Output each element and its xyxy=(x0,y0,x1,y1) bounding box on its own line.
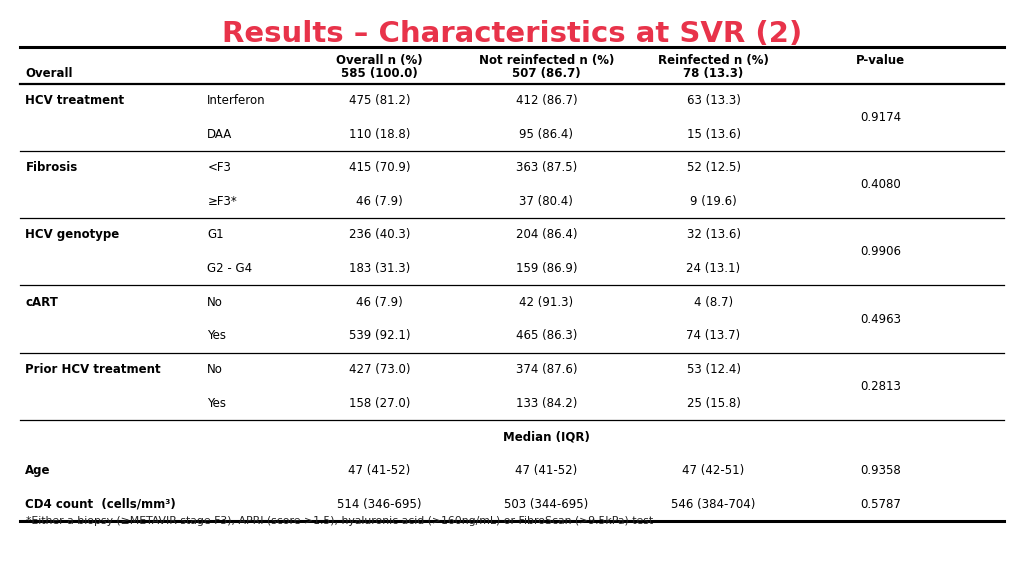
Text: 53 (12.4): 53 (12.4) xyxy=(686,363,740,376)
Text: 236 (40.3): 236 (40.3) xyxy=(348,229,410,241)
Text: 158 (27.0): 158 (27.0) xyxy=(348,397,410,410)
Text: 32 (13.6): 32 (13.6) xyxy=(686,229,740,241)
Text: Yes: Yes xyxy=(207,397,226,410)
Text: 415 (70.9): 415 (70.9) xyxy=(348,161,410,174)
Text: Results – Characteristics at SVR (2): Results – Characteristics at SVR (2) xyxy=(222,20,802,48)
Text: 47 (42-51): 47 (42-51) xyxy=(682,464,744,477)
Text: 52 (12.5): 52 (12.5) xyxy=(686,161,740,174)
Text: <F3: <F3 xyxy=(207,161,231,174)
Text: 63 (13.3): 63 (13.3) xyxy=(686,94,740,107)
Text: 585 (100.0): 585 (100.0) xyxy=(341,67,418,80)
Text: 0.9906: 0.9906 xyxy=(860,245,901,258)
Text: 46 (7.9): 46 (7.9) xyxy=(356,295,402,309)
Text: 0.2813: 0.2813 xyxy=(860,380,901,393)
Text: HCV genotype: HCV genotype xyxy=(26,229,120,241)
Text: 15 (13.6): 15 (13.6) xyxy=(686,127,740,141)
Text: 475 (81.2): 475 (81.2) xyxy=(348,94,410,107)
Text: 74 (13.7): 74 (13.7) xyxy=(686,329,740,342)
Text: G1: G1 xyxy=(207,229,224,241)
Text: 0.5787: 0.5787 xyxy=(860,498,901,510)
Text: 159 (86.9): 159 (86.9) xyxy=(516,262,578,275)
Text: 24 (13.1): 24 (13.1) xyxy=(686,262,740,275)
Text: DAA: DAA xyxy=(207,127,232,141)
Text: 110 (18.8): 110 (18.8) xyxy=(348,127,410,141)
Text: 503 (344-695): 503 (344-695) xyxy=(504,498,589,510)
Text: 0.9174: 0.9174 xyxy=(860,111,901,124)
Text: 25 (15.8): 25 (15.8) xyxy=(686,397,740,410)
Text: 78 (13.3): 78 (13.3) xyxy=(683,67,743,80)
Text: Interferon: Interferon xyxy=(207,94,266,107)
Text: 133 (84.2): 133 (84.2) xyxy=(516,397,578,410)
Text: Overall: Overall xyxy=(26,67,73,80)
Text: 204 (86.4): 204 (86.4) xyxy=(516,229,578,241)
Text: 9 (19.6): 9 (19.6) xyxy=(690,195,737,208)
Text: Reinfected n (%): Reinfected n (%) xyxy=(658,54,769,66)
Text: 46 (7.9): 46 (7.9) xyxy=(356,195,402,208)
Text: No: No xyxy=(207,363,223,376)
Text: 183 (31.3): 183 (31.3) xyxy=(348,262,410,275)
Text: Fibrosis: Fibrosis xyxy=(26,161,78,174)
Text: CD4 count  (cells/mm³): CD4 count (cells/mm³) xyxy=(26,498,176,510)
Text: 47 (41-52): 47 (41-52) xyxy=(515,464,578,477)
Text: 465 (86.3): 465 (86.3) xyxy=(516,329,578,342)
Text: 42 (91.3): 42 (91.3) xyxy=(519,295,573,309)
Text: Overall n (%): Overall n (%) xyxy=(336,54,423,66)
Text: No: No xyxy=(207,295,223,309)
Text: cART: cART xyxy=(26,295,58,309)
Text: 412 (86.7): 412 (86.7) xyxy=(516,94,578,107)
Text: 37 (80.4): 37 (80.4) xyxy=(519,195,573,208)
Text: 47 (41-52): 47 (41-52) xyxy=(348,464,411,477)
Text: 539 (92.1): 539 (92.1) xyxy=(348,329,410,342)
Text: HCV treatment: HCV treatment xyxy=(26,94,125,107)
Text: 0.4080: 0.4080 xyxy=(860,178,901,191)
Text: 95 (86.4): 95 (86.4) xyxy=(519,127,573,141)
Text: Prior HCV treatment: Prior HCV treatment xyxy=(26,363,161,376)
Text: *Either a biopsy (≥METAVIR stage F3), APRI (score >1.5), hyaluronic acid (>160ng: *Either a biopsy (≥METAVIR stage F3), AP… xyxy=(26,516,652,525)
Text: Yes: Yes xyxy=(207,329,226,342)
Text: ≥F3*: ≥F3* xyxy=(207,195,237,208)
Text: 0.9358: 0.9358 xyxy=(860,464,901,477)
Text: G2 - G4: G2 - G4 xyxy=(207,262,252,275)
Text: 507 (86.7): 507 (86.7) xyxy=(512,67,581,80)
Text: Not reinfected n (%): Not reinfected n (%) xyxy=(478,54,614,66)
Text: 374 (87.6): 374 (87.6) xyxy=(516,363,578,376)
Text: 514 (346-695): 514 (346-695) xyxy=(337,498,422,510)
Text: Median (IQR): Median (IQR) xyxy=(503,430,590,444)
Text: Age: Age xyxy=(26,464,51,477)
Text: 427 (73.0): 427 (73.0) xyxy=(348,363,410,376)
Text: 546 (384-704): 546 (384-704) xyxy=(672,498,756,510)
Text: 4 (8.7): 4 (8.7) xyxy=(694,295,733,309)
Text: 0.4963: 0.4963 xyxy=(860,313,901,325)
Text: 363 (87.5): 363 (87.5) xyxy=(516,161,578,174)
Text: P-value: P-value xyxy=(856,54,905,66)
